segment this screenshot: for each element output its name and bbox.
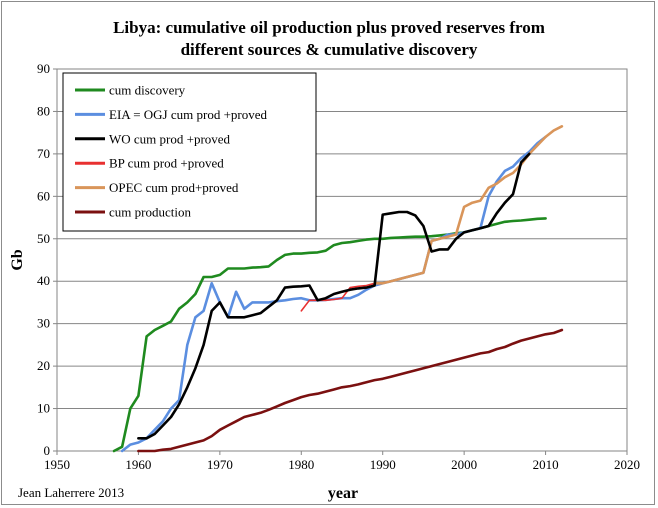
- legend-label: OPEC cum prod+proved: [109, 180, 239, 195]
- x-tick-label: 1960: [125, 457, 151, 472]
- legend-label: EIA = OGJ cum prod +proved: [109, 107, 267, 122]
- x-tick-label: 2000: [451, 457, 477, 472]
- x-tick-label: 2020: [614, 457, 640, 472]
- y-tick-label: 0: [44, 443, 51, 458]
- y-axis-label: Gb: [9, 249, 26, 270]
- y-tick-label: 50: [37, 231, 50, 246]
- legend-label: cum production: [109, 205, 191, 220]
- x-tick-label: 1950: [44, 457, 70, 472]
- y-tick-label: 60: [37, 188, 50, 203]
- legend-label: BP cum prod +proved: [109, 156, 224, 171]
- x-tick-label: 2010: [533, 457, 559, 472]
- x-tick-label: 1980: [288, 457, 314, 472]
- chart-title-line-1: Libya: cumulative oil production plus pr…: [113, 18, 545, 37]
- y-tick-label: 90: [37, 61, 50, 76]
- series-line-opec-cum-prod-proved: [373, 125, 564, 285]
- series-line-cum-production: [137, 328, 564, 453]
- author-credit: Jean Laherrere 2013: [18, 485, 124, 500]
- tick-labels: 0 10 20 30 40 50 60 70 80 90 1950 1960 1970 1980 1990 2…: [37, 61, 640, 472]
- y-tick-label: 70: [37, 146, 50, 161]
- y-tick-label: 80: [37, 103, 50, 118]
- series-line-wo-cum-prod-proved: [137, 152, 531, 440]
- y-tick-label: 20: [37, 358, 50, 373]
- legend: cum discovery EIA = OGJ cum prod +proved W…: [62, 72, 317, 232]
- x-axis-label: year: [328, 485, 358, 502]
- legend-label: WO cum prod +proved: [109, 131, 231, 146]
- chart-title-line-2: different sources & cumulative discovery: [181, 40, 478, 59]
- y-tick-label: 40: [37, 273, 50, 288]
- data-series: [112, 125, 564, 453]
- legend-box: [62, 72, 317, 232]
- series-line-bp-cum-prod-proved: [300, 282, 376, 312]
- y-tick-label: 10: [37, 401, 50, 416]
- x-tick-label: 1990: [370, 457, 396, 472]
- y-tick-label: 30: [37, 316, 50, 331]
- legend-label: cum discovery: [109, 83, 186, 98]
- x-tick-label: 1970: [207, 457, 233, 472]
